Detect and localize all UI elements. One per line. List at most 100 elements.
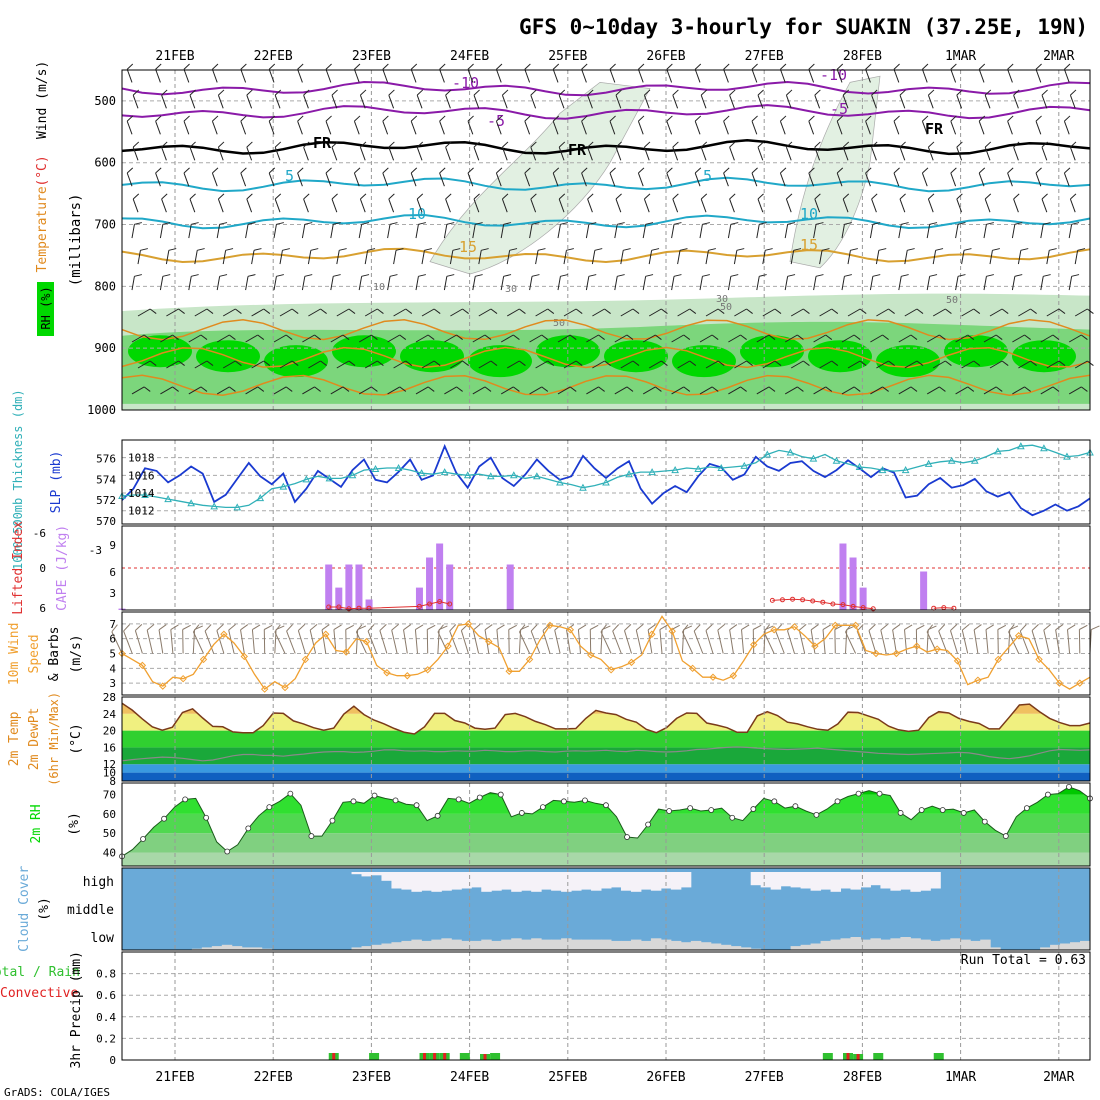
wind-barb-flag [246,89,253,96]
wind-barb-flag [191,274,199,277]
wind-barb-flag [212,63,219,70]
rh-marker [539,804,546,811]
wind-barb-flag [757,141,764,148]
wind-barb-flag [132,193,140,200]
wind-barb-flag [161,193,168,200]
surface-wind-barb [170,624,179,654]
wind-barb [303,193,310,213]
wind-barb-staff [898,334,912,343]
wind-barb-flag [274,141,282,148]
high-cloud-bar [670,872,682,890]
cape-bar [426,557,434,610]
wind-barb [699,222,710,239]
isotherm-label: 10 [373,282,385,293]
cape-tick-label: 6 [109,566,116,579]
wind-barb-flag [541,386,549,392]
wind-barb-staff [989,250,993,265]
wind-barb [251,360,271,369]
wind-barb-flag [490,308,498,314]
low-cloud-bar [870,938,881,950]
wind-barb-flag [325,63,332,70]
precip-tick-label: 0 [109,1054,116,1067]
isotherm-label: 5 [703,167,712,185]
wind-speed-marker [750,640,758,649]
cape-bar [365,599,373,610]
wind-barb-staff [194,250,198,265]
wind-barb [932,248,944,265]
surface-wind-barb-flag [379,624,387,631]
low-cloud-bar [690,940,702,950]
wind-barb [387,386,407,395]
wind-barb-staff [273,276,277,291]
wind-barb-staff [358,334,372,343]
wind-barb [529,222,540,239]
wind-barb-flag [416,89,424,96]
surface-wind-barb-staff [961,630,969,654]
thickness-marker [648,468,656,476]
rh-marker [687,805,694,811]
high-cloud-bar [800,872,812,889]
wind-barb-staff [978,120,985,135]
rh-marker [939,807,946,813]
wind-barb-staff [217,198,224,213]
wind-barb [415,274,426,291]
wind-barb-staff [240,172,247,187]
top-day-label: 23FEB [352,49,391,64]
wind-barb-staff [955,224,959,239]
wind-barb-flag [871,141,878,148]
wind-barb-staff [472,224,476,239]
wind-barb-flag [700,89,708,96]
rh-high-patch [128,335,192,368]
wind-barb-flag [367,248,376,251]
wind-barb-flag [303,89,310,96]
isotherm-label: 50 [946,295,958,306]
surface-wind-barb-staff [251,629,255,654]
rh-high-patch [604,340,668,373]
wind-barb-staff [729,94,735,109]
wind-barb-flag [388,89,395,96]
wind-barb [245,222,256,239]
wind-barb-flag [859,360,867,366]
ylabel-rh: RH (%) [39,286,53,329]
wind-barb-staff [609,69,616,83]
surface-wind-barb [763,624,775,654]
wind-barb-staff [762,360,776,369]
surface-wind-barb [682,624,694,654]
wind-barb-staff [694,120,701,135]
wind-barb [609,63,616,83]
wind-barb [836,115,844,135]
wind-barb-flag [342,386,350,392]
wind-barb-staff [898,386,912,395]
wind-barb-staff [137,308,151,317]
wind-barb-staff [415,386,429,395]
wind-barb [842,141,850,161]
wind-barb-staff [699,224,703,239]
surface-wind-barb [798,624,807,654]
cloud-tick-label: middle [67,903,114,918]
thickness-marker [210,502,219,510]
wind-barb-flag [558,193,566,200]
wind-barb-staff [500,276,505,291]
wind-barb [308,308,327,317]
wind-barb-flag [865,63,872,70]
wind-barb-flag [609,115,616,122]
wind-barb [921,63,929,83]
high-cloud-bar [591,872,602,891]
low-cloud-bar [860,939,871,950]
wind-barb-staff [410,172,417,187]
surface-wind-barb-flag [997,624,1007,630]
wind-barb-flag [276,274,284,277]
low-cloud-bar [1040,947,1051,950]
wind-barb-flag [587,141,594,148]
wind-barb-staff [473,146,480,161]
high-cloud-bar [531,872,542,892]
surface-wind-barb-flag [135,624,143,631]
thickness-marker [187,499,195,507]
wind-barb-flag [410,167,418,174]
wind-barb-staff [819,360,832,369]
wind-barb-staff [388,146,395,161]
precip-convective-bar [332,1053,336,1060]
top-day-label: 26FEB [646,49,685,64]
wind-tick-label: 6 [109,633,116,646]
isotherm-label: 30 [716,294,728,305]
